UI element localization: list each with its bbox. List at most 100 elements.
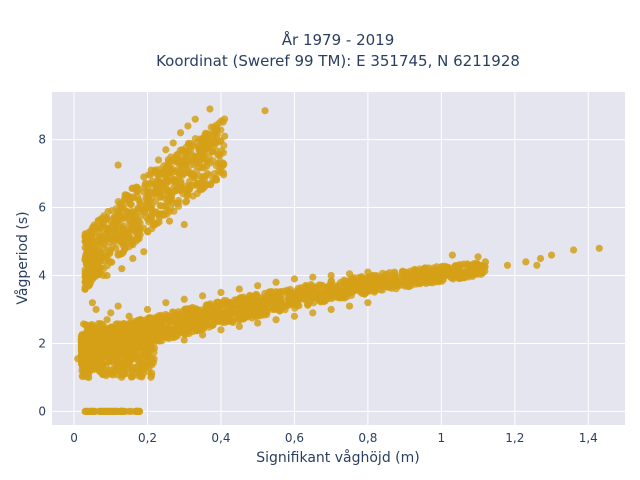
data-point <box>327 271 335 280</box>
scatter-point <box>85 340 93 348</box>
scatter-point <box>273 289 281 297</box>
chart-subtitle: Koordinat (Sweref 99 TM): E 351745, N 62… <box>156 52 520 70</box>
x-tick-label: 1,2 <box>505 431 524 445</box>
scatter-point <box>208 321 216 330</box>
data-point <box>88 407 97 416</box>
scatter-point <box>118 322 126 330</box>
data-point <box>187 156 196 164</box>
data-point <box>92 363 100 371</box>
scatter-point <box>158 333 167 341</box>
data-point <box>213 125 221 133</box>
scatter-point <box>296 288 304 296</box>
scatter-point <box>192 327 200 335</box>
data-point <box>125 197 133 205</box>
scatter-point <box>110 335 118 343</box>
data-point <box>272 316 280 324</box>
scatter-point <box>185 185 193 193</box>
data-point <box>235 322 243 331</box>
data-point <box>169 139 177 147</box>
scatter-point <box>187 170 195 178</box>
scatter-point <box>97 345 105 353</box>
scatter-point <box>345 278 353 286</box>
scatter-point <box>125 326 134 334</box>
data-point <box>184 122 192 130</box>
data-point <box>103 407 111 416</box>
x-tick-label: 0,6 <box>285 431 304 445</box>
x-tick-label: 1 <box>438 431 446 445</box>
data-point <box>81 367 89 375</box>
y-tick-label: 4 <box>38 268 46 282</box>
data-point <box>129 339 137 348</box>
scatter-point <box>120 214 128 222</box>
scatter-point <box>228 301 236 309</box>
scatter-point <box>474 270 482 278</box>
scatter-point <box>421 264 429 272</box>
scatter-point <box>182 143 191 151</box>
scatter-point <box>121 356 129 364</box>
x-tick-label: 0,8 <box>358 431 377 445</box>
data-point <box>165 197 174 205</box>
scatter-point <box>173 199 181 208</box>
scatter-point <box>95 246 103 254</box>
data-point <box>162 324 170 332</box>
scatter-point <box>200 163 208 171</box>
scatter-point <box>198 185 207 193</box>
scatter-point <box>90 221 98 229</box>
data-point <box>151 329 159 337</box>
scatter-point <box>119 225 127 233</box>
data-point <box>88 329 97 337</box>
scatter-point <box>147 371 156 380</box>
data-point <box>110 407 119 416</box>
data-point <box>74 355 82 363</box>
data-point <box>88 299 97 307</box>
scatter-point <box>227 316 236 324</box>
data-point <box>88 244 97 252</box>
scatter-point <box>281 306 289 314</box>
scatter-point <box>145 196 153 204</box>
data-point <box>419 273 427 281</box>
scatter-point <box>110 234 118 242</box>
data-point <box>235 285 243 293</box>
data-point <box>187 317 196 325</box>
scatter-point <box>112 244 120 252</box>
scatter-point <box>155 172 163 180</box>
data-point <box>118 203 126 212</box>
y-tick-label: 8 <box>38 133 46 147</box>
data-point <box>191 115 199 123</box>
data-point <box>180 169 188 178</box>
data-point <box>364 299 372 307</box>
data-point <box>467 261 475 269</box>
scatter-point <box>174 165 182 174</box>
data-point <box>81 407 89 416</box>
scatter-point <box>207 147 215 155</box>
scatter-point <box>130 222 138 231</box>
data-point <box>176 129 185 137</box>
scatter-point <box>240 313 248 321</box>
data-point <box>474 253 482 261</box>
data-point <box>198 331 207 339</box>
scatter-point <box>217 163 225 171</box>
scatter-point <box>167 317 175 326</box>
y-tick-label: 0 <box>38 404 46 418</box>
data-point <box>114 161 122 169</box>
data-point <box>129 254 137 263</box>
scatter-point <box>129 215 137 223</box>
scatter-point <box>81 359 89 367</box>
data-point <box>132 183 141 191</box>
scatter-point <box>315 282 323 290</box>
data-point <box>503 261 512 269</box>
data-point <box>114 210 122 218</box>
data-point <box>96 224 104 232</box>
x-tick-label: 0,2 <box>138 431 157 445</box>
data-point <box>481 258 490 266</box>
scatter-point <box>112 329 121 337</box>
scatter-point <box>179 185 187 193</box>
data-point <box>77 346 85 354</box>
scatter-point <box>246 309 254 317</box>
scatter-point <box>152 319 160 327</box>
scatter-point <box>216 119 224 127</box>
data-point <box>121 343 130 351</box>
scatter-point <box>212 298 221 307</box>
data-point <box>202 314 210 322</box>
scatter-point <box>85 228 93 236</box>
